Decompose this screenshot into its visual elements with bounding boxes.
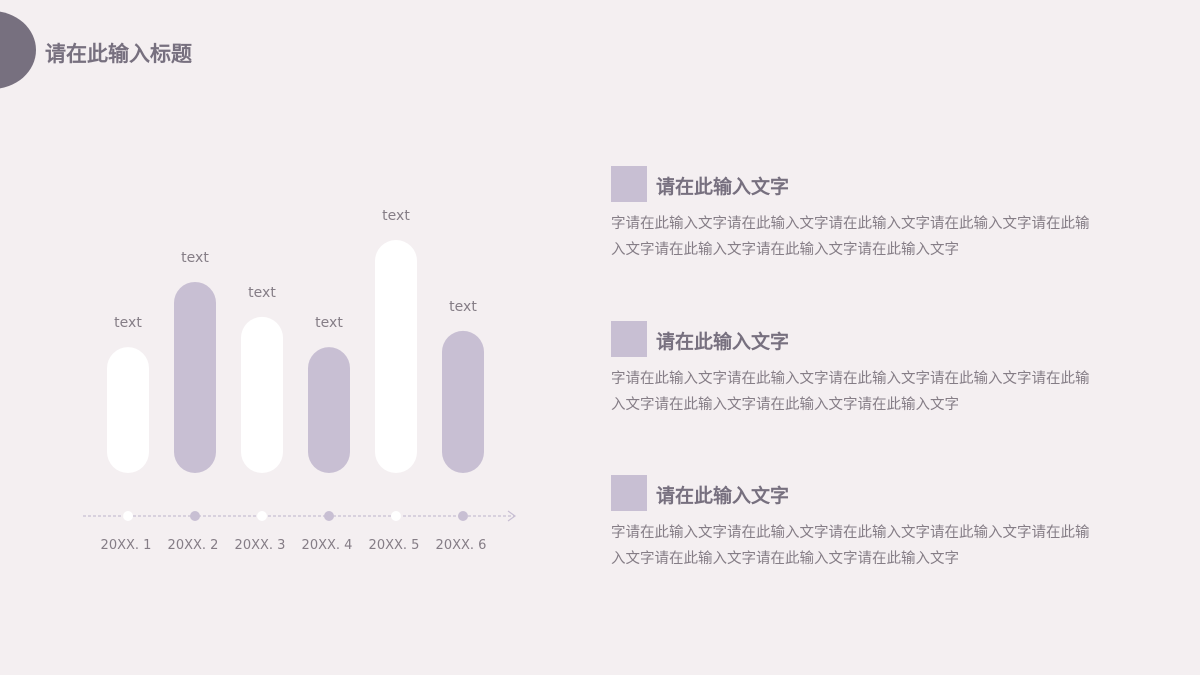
category-label: 20XX. 3: [235, 538, 286, 553]
category-label: 20XX. 1: [101, 538, 152, 553]
data-label: text: [449, 299, 477, 315]
data-label: text: [248, 285, 276, 301]
bar: [107, 347, 149, 473]
category-label: 20XX. 6: [436, 538, 487, 553]
category-label: 20XX. 4: [302, 538, 353, 553]
page-title: 请在此输入标题: [45, 42, 192, 66]
category-label: 20XX. 2: [168, 538, 219, 553]
block-heading: 请在此输入文字: [656, 331, 790, 353]
data-label: text: [382, 208, 410, 224]
block-body: 字请在此输入文字请在此输入文字请在此输入文字请在此输入文字请在此输入文字请在此输…: [611, 525, 1090, 567]
timeline-dot: [190, 511, 200, 521]
bar: [174, 281, 216, 473]
block-body: 字请在此输入文字请在此输入文字请在此输入文字请在此输入文字请在此输入文字请在此输…: [611, 216, 1090, 258]
bar: [241, 316, 283, 473]
timeline-dot: [324, 511, 334, 521]
timeline-dot: [458, 511, 468, 521]
category-label: 20XX. 5: [369, 538, 420, 553]
data-label: text: [181, 250, 209, 266]
timeline-dot: [257, 511, 267, 521]
data-label: text: [315, 315, 343, 331]
square-bullet-icon: [611, 321, 647, 357]
block-body: 字请在此输入文字请在此输入文字请在此输入文字请在此输入文字请在此输入文字请在此输…: [611, 371, 1090, 413]
square-bullet-icon: [611, 475, 647, 511]
arrow-icon: [507, 510, 517, 522]
square-bullet-icon: [611, 166, 647, 202]
timeline-dot: [391, 511, 401, 521]
timeline-dot: [123, 511, 133, 521]
bar: [442, 330, 484, 473]
data-label: text: [114, 315, 142, 331]
block-heading: 请在此输入文字: [656, 176, 790, 198]
bar-chart: text 20XX. 1 text 20XX. 2 text 20XX. 3 text 20X…: [83, 208, 517, 553]
block-heading: 请在此输入文字: [656, 485, 790, 507]
bar: [308, 347, 350, 473]
bar: [375, 240, 417, 473]
